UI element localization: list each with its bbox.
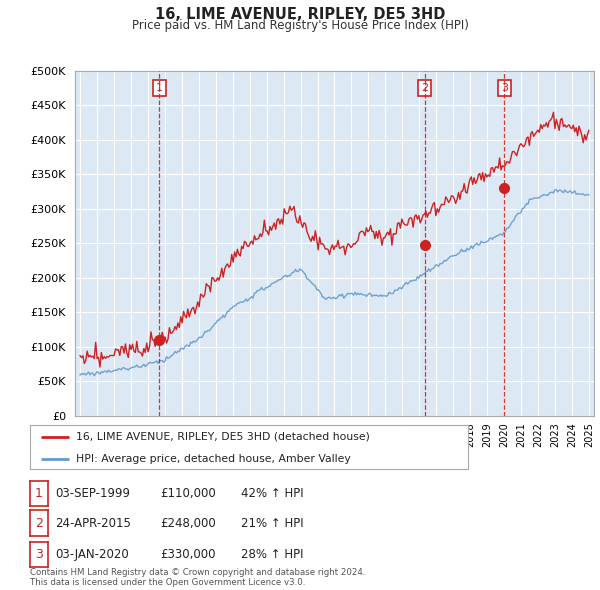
Text: £330,000: £330,000 [160, 548, 216, 561]
Text: 2: 2 [421, 83, 428, 93]
Text: 1: 1 [35, 487, 43, 500]
Text: £248,000: £248,000 [160, 516, 216, 530]
Text: 03-SEP-1999: 03-SEP-1999 [55, 487, 130, 500]
Text: Contains HM Land Registry data © Crown copyright and database right 2024.
This d: Contains HM Land Registry data © Crown c… [30, 568, 365, 587]
Text: Price paid vs. HM Land Registry's House Price Index (HPI): Price paid vs. HM Land Registry's House … [131, 19, 469, 32]
Text: 16, LIME AVENUE, RIPLEY, DE5 3HD: 16, LIME AVENUE, RIPLEY, DE5 3HD [155, 7, 445, 22]
Text: HPI: Average price, detached house, Amber Valley: HPI: Average price, detached house, Ambe… [76, 454, 351, 464]
Text: 3: 3 [35, 548, 43, 561]
Text: £110,000: £110,000 [160, 487, 216, 500]
Text: 16, LIME AVENUE, RIPLEY, DE5 3HD (detached house): 16, LIME AVENUE, RIPLEY, DE5 3HD (detach… [76, 432, 370, 442]
Text: 42% ↑ HPI: 42% ↑ HPI [241, 487, 304, 500]
Text: 3: 3 [501, 83, 508, 93]
Text: 24-APR-2015: 24-APR-2015 [55, 516, 131, 530]
Text: 1: 1 [156, 83, 163, 93]
Text: 03-JAN-2020: 03-JAN-2020 [55, 548, 129, 561]
Text: 21% ↑ HPI: 21% ↑ HPI [241, 516, 304, 530]
Text: 28% ↑ HPI: 28% ↑ HPI [241, 548, 304, 561]
Text: 2: 2 [35, 516, 43, 530]
